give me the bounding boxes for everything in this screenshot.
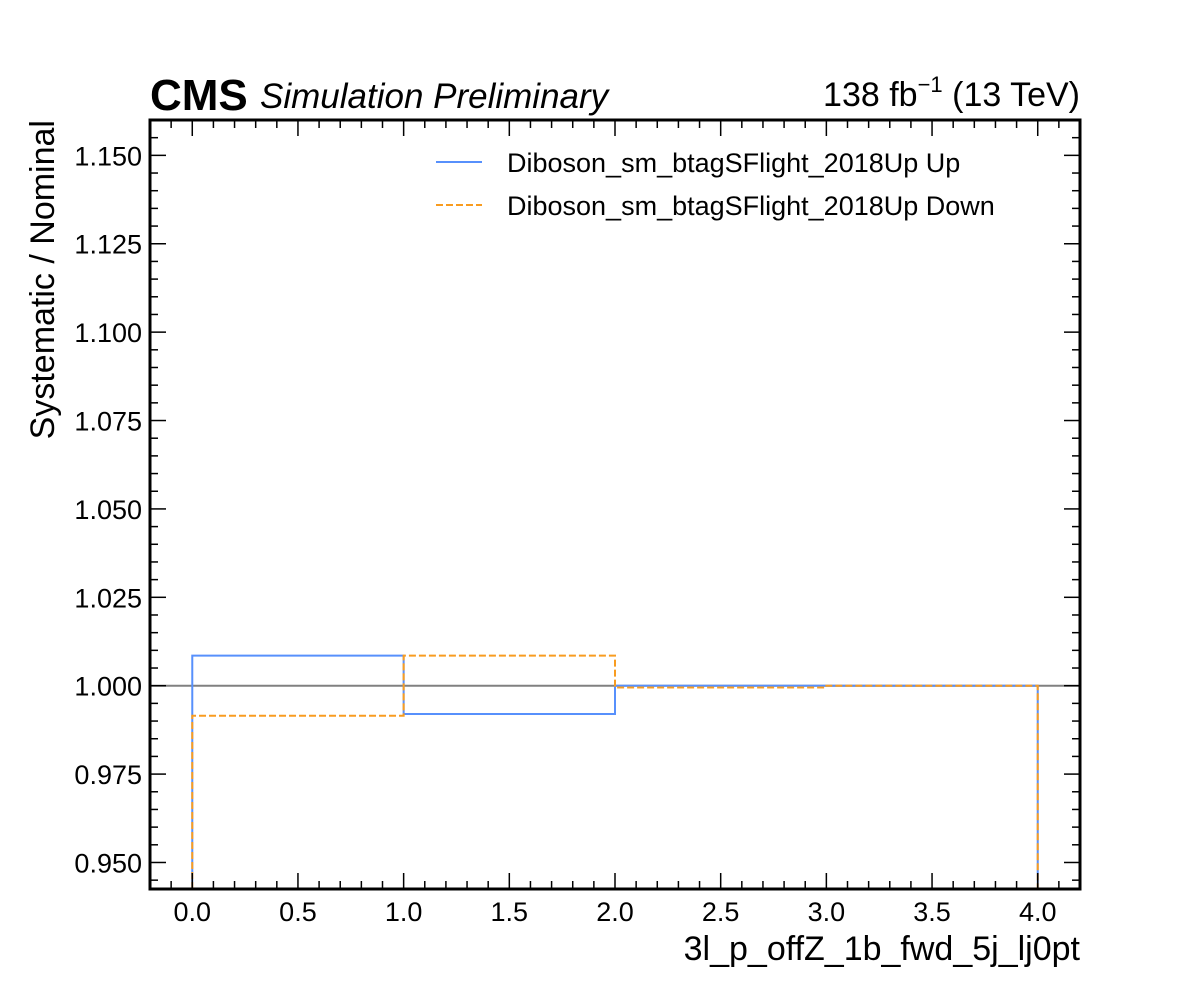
lumi-exponent: −1 — [918, 72, 943, 97]
y-tick-label: 0.975 — [74, 760, 142, 790]
legend-label-2: Diboson_sm_btagSFlight_2018Up Down — [507, 191, 995, 221]
legend-label-1: Diboson_sm_btagSFlight_2018Up Up — [507, 148, 960, 178]
luminosity-label: 138 fb−1 (13 TeV) — [823, 72, 1080, 114]
y-tick-label: 1.125 — [74, 230, 142, 260]
series-layer — [191, 654, 1039, 889]
y-tick-label: 1.025 — [74, 583, 142, 613]
axis-tick-labels: 0.0 0.5 1.0 1.5 2.0 2.5 3.0 3.5 4.0 0.950 0.975 1.0… — [74, 141, 1056, 927]
y-tick-label: 1.100 — [74, 318, 142, 348]
series-line-1 — [191, 654, 1039, 889]
x-tick-label: 1.0 — [385, 897, 423, 927]
x-tick-label: 0.5 — [279, 897, 317, 927]
x-tick-label: 3.5 — [913, 897, 951, 927]
axis-ticks — [150, 119, 1081, 889]
x-tick-label: 3.0 — [808, 897, 846, 927]
x-axis-title: 3l_p_offZ_1b_fwd_5j_lj0pt — [684, 930, 1081, 968]
x-tick-label: 2.5 — [702, 897, 740, 927]
x-tick-label: 1.5 — [491, 897, 529, 927]
series-line-2 — [191, 654, 1039, 889]
y-tick-label: 1.050 — [74, 495, 142, 525]
y-tick-label: 1.000 — [74, 672, 142, 702]
y-tick-label: 1.075 — [74, 407, 142, 437]
x-tick-label: 2.0 — [596, 897, 634, 927]
x-tick-label: 4.0 — [1019, 897, 1057, 927]
x-tick-label: 0.0 — [173, 897, 211, 927]
lumi-energy: (13 TeV) — [943, 76, 1080, 114]
plot-frame — [148, 118, 1082, 891]
simulation-label: Simulation Preliminary — [260, 77, 611, 116]
cms-label: CMS — [150, 71, 248, 120]
y-axis-title: Systematic / Nominal — [24, 120, 62, 439]
legend: Diboson_sm_btagSFlight_2018Up Up Diboson_… — [436, 148, 995, 221]
y-tick-label: 1.150 — [74, 141, 142, 171]
lumi-value: 138 fb — [823, 76, 918, 114]
y-tick-label: 0.950 — [74, 848, 142, 878]
